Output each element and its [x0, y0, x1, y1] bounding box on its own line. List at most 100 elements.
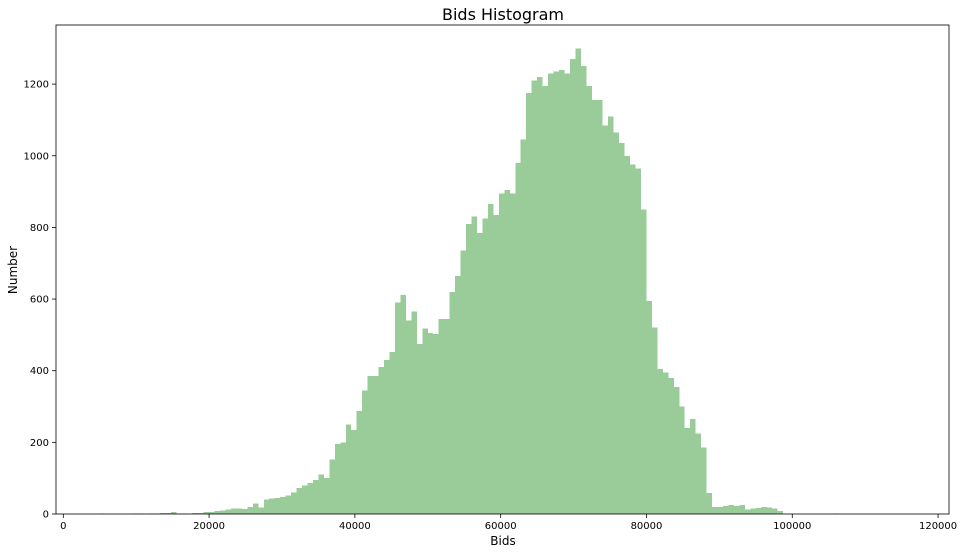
histogram-bar	[159, 512, 166, 514]
histogram-bar	[203, 511, 210, 514]
histogram-bar	[389, 352, 395, 514]
histogram-bar	[230, 508, 237, 514]
histogram-bar	[487, 204, 494, 514]
histogram-bar	[269, 498, 275, 514]
histogram-bar	[329, 459, 335, 514]
histogram-bar	[641, 209, 647, 514]
histogram-bar	[449, 291, 456, 514]
histogram-bar	[520, 139, 527, 514]
histogram-bar	[558, 69, 565, 515]
bars-group	[99, 48, 838, 515]
histogram-bar	[728, 505, 734, 514]
histogram-bar	[657, 368, 663, 514]
histogram-bar	[323, 478, 330, 514]
histogram-bar	[684, 428, 691, 514]
histogram-bar	[362, 390, 368, 514]
histogram-bar	[646, 300, 652, 514]
histogram-bar	[526, 93, 532, 515]
histogram-bar	[624, 155, 631, 514]
histogram-bar	[662, 372, 669, 514]
histogram-bar	[679, 406, 685, 514]
histogram-bar	[466, 223, 472, 515]
histogram-bar	[422, 328, 428, 514]
histogram-bar	[651, 327, 658, 514]
histogram-bar	[274, 497, 281, 514]
histogram-bar	[263, 499, 270, 514]
histogram-bar	[564, 73, 570, 514]
histogram-bar	[285, 495, 292, 514]
histogram-bar	[733, 506, 740, 514]
histogram-bar	[433, 334, 439, 514]
histogram-bar	[619, 143, 625, 514]
histogram-bar	[444, 318, 450, 514]
y-tick-label: 1000	[24, 151, 49, 162]
histogram-bar	[591, 100, 598, 514]
histogram-bar	[312, 479, 319, 514]
histogram-bar	[701, 447, 707, 514]
histogram-bar	[170, 512, 177, 514]
histogram-bar	[750, 508, 756, 514]
histogram-bar	[739, 505, 745, 514]
histogram-bar	[411, 311, 417, 514]
histogram-bar	[192, 512, 199, 514]
histogram-bar	[766, 507, 773, 514]
x-tick-label: 0	[60, 521, 66, 532]
histogram-bar	[761, 506, 767, 514]
histogram-bar	[384, 359, 390, 514]
histogram-bar	[378, 367, 385, 514]
histogram-bar	[542, 85, 549, 515]
histogram-bar	[635, 168, 642, 515]
histogram-bar	[608, 116, 614, 514]
histogram-bar	[553, 71, 559, 515]
histogram-bar	[580, 66, 587, 514]
histogram-bar	[438, 318, 445, 514]
histogram-bar	[356, 411, 363, 514]
histogram-bar	[165, 512, 171, 514]
histogram-bar	[537, 76, 543, 514]
histogram-bar	[569, 59, 576, 515]
x-axis-title: Bids	[490, 534, 515, 548]
histogram-bar	[602, 125, 609, 515]
histogram-bar	[340, 442, 346, 514]
histogram-bar	[291, 492, 297, 514]
histogram-bar	[460, 250, 467, 514]
histogram-bar	[471, 216, 477, 514]
histogram-bar	[772, 508, 778, 514]
histogram-bar	[351, 429, 357, 514]
histogram-bar	[515, 162, 521, 514]
histogram-bar	[209, 511, 215, 514]
histogram-bar	[706, 493, 713, 514]
histogram-bar	[307, 482, 313, 514]
x-tick-label: 40000	[339, 521, 371, 532]
histogram-bar	[476, 232, 483, 514]
histogram-bar	[367, 376, 374, 514]
histogram-bar	[673, 386, 680, 514]
histogram-bar	[493, 214, 499, 514]
x-axis: 0 20000 40000 60000 80000 100000 120000	[60, 514, 957, 532]
histogram-bar	[723, 506, 729, 514]
histogram-bar	[630, 164, 636, 514]
y-tick-label: 0	[43, 510, 49, 521]
histogram-bar	[482, 218, 488, 514]
y-tick-label: 800	[30, 223, 49, 234]
histogram-bar	[252, 503, 259, 514]
histogram-bar	[280, 496, 286, 514]
histogram-bar	[198, 512, 204, 514]
histogram-bar	[345, 424, 352, 514]
histogram-bar	[394, 302, 401, 514]
histogram-bar	[504, 189, 510, 515]
histogram-bar	[296, 488, 303, 514]
histogram-bar	[302, 485, 308, 514]
histogram-bar	[455, 275, 461, 514]
histogram-bar	[717, 506, 724, 514]
histogram-bar	[373, 376, 379, 514]
histogram-bar	[575, 48, 581, 515]
histogram-bar	[334, 444, 341, 514]
histogram-bar	[777, 511, 784, 514]
histogram-bar	[586, 85, 592, 515]
histogram-bar	[755, 507, 762, 514]
histogram-bar	[690, 419, 696, 514]
histogram-bar	[405, 320, 412, 514]
histogram-bar	[668, 377, 674, 514]
histogram-bar	[258, 507, 264, 514]
